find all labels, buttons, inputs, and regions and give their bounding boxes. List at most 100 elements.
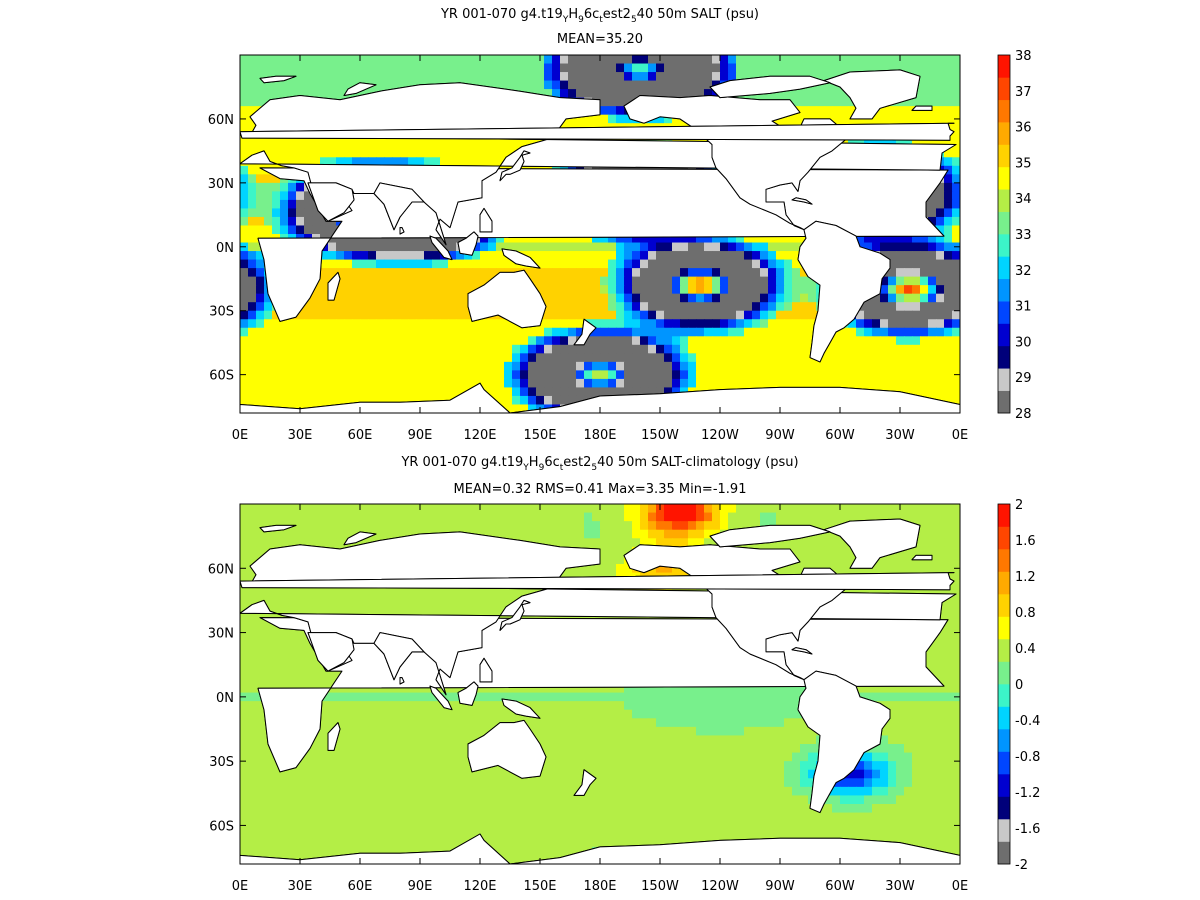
field-cell [472, 327, 481, 337]
field-cell [328, 148, 337, 158]
field-cell [928, 504, 937, 514]
field-cell [632, 268, 641, 278]
field-cell [944, 72, 953, 82]
field-cell [784, 276, 793, 286]
field-cell [408, 395, 417, 406]
field-cell [448, 234, 457, 244]
field-cell [720, 63, 729, 73]
field-cell [664, 63, 673, 73]
field-cell [672, 234, 681, 244]
field-cell [488, 336, 497, 346]
field-cell [624, 529, 633, 539]
field-cell [568, 242, 577, 252]
field-cell [392, 302, 401, 312]
field-cell [560, 538, 569, 548]
field-cell [616, 293, 625, 303]
field-cell [552, 293, 561, 303]
field-cell [360, 598, 369, 608]
field-cell [536, 80, 545, 90]
field-cell [752, 251, 761, 261]
colorbar-tick-label: 35 [1015, 156, 1032, 171]
field-cell [936, 546, 945, 557]
field-cell [320, 310, 329, 320]
field-cell [560, 504, 569, 514]
field-cell [776, 89, 785, 99]
field-cell [752, 512, 761, 522]
field-cell [624, 285, 633, 295]
field-cell [832, 504, 841, 514]
field-cell [392, 251, 401, 261]
field-cell [928, 97, 937, 107]
field-cell [296, 361, 305, 371]
field-cell [440, 157, 449, 167]
field-cell [344, 598, 353, 608]
field-cell [552, 285, 561, 295]
field-cell [928, 55, 937, 65]
field-cell [784, 336, 793, 346]
field-cell [912, 336, 921, 346]
field-cell [928, 268, 937, 278]
field-cell [528, 529, 537, 539]
field-cell [312, 148, 321, 158]
field-cell [424, 63, 433, 73]
field-cell [408, 529, 417, 539]
field-cell [376, 140, 385, 150]
field-cell [680, 259, 689, 269]
field-cell [888, 378, 897, 389]
field-cell [936, 268, 945, 278]
field-cell [624, 327, 633, 337]
field-cell [472, 148, 481, 158]
field-cell [792, 564, 801, 574]
field-cell [928, 538, 937, 548]
field-cell [408, 63, 417, 73]
field-cell [920, 63, 929, 73]
field-cell [528, 234, 537, 244]
field-cell [432, 251, 441, 261]
field-cell [856, 336, 865, 346]
field-cell [480, 242, 489, 252]
field-cell [856, 361, 865, 371]
field-cell [456, 285, 465, 295]
field-cell [536, 242, 545, 252]
field-cell [688, 336, 697, 346]
field-cell [792, 504, 801, 514]
field-cell [440, 387, 449, 397]
field-cell [520, 140, 529, 150]
field-cell [568, 285, 577, 295]
field-cell [240, 89, 249, 99]
field-cell [440, 148, 449, 158]
field-cell [280, 208, 289, 218]
field-cell [392, 378, 401, 389]
field-cell [680, 268, 689, 278]
field-cell [296, 157, 305, 167]
field-cell [656, 344, 665, 354]
field-cell [400, 598, 409, 608]
field-cell [584, 344, 593, 354]
field-cell [896, 114, 905, 124]
field-cell [408, 55, 417, 65]
field-cell [272, 191, 281, 201]
field-cell [768, 89, 777, 99]
field-cell [952, 581, 960, 591]
field-cell [416, 63, 425, 73]
field-cell [296, 378, 305, 389]
field-cell [272, 148, 281, 158]
field-cell [912, 55, 921, 65]
field-cell [560, 72, 569, 82]
field-cell [696, 268, 705, 278]
field-cell [632, 55, 641, 65]
field-cell [344, 268, 353, 278]
field-cell [944, 504, 953, 514]
field-cell [640, 55, 649, 65]
field-cell [368, 293, 377, 303]
field-cell [696, 89, 705, 99]
field-cell [240, 589, 249, 599]
field-cell [784, 378, 793, 389]
field-cell [320, 148, 329, 158]
field-cell [704, 89, 713, 99]
field-cell [944, 191, 953, 201]
field-cell [640, 259, 649, 269]
field-cell [952, 538, 960, 548]
field-cell [704, 80, 713, 90]
field-cell [736, 327, 745, 337]
